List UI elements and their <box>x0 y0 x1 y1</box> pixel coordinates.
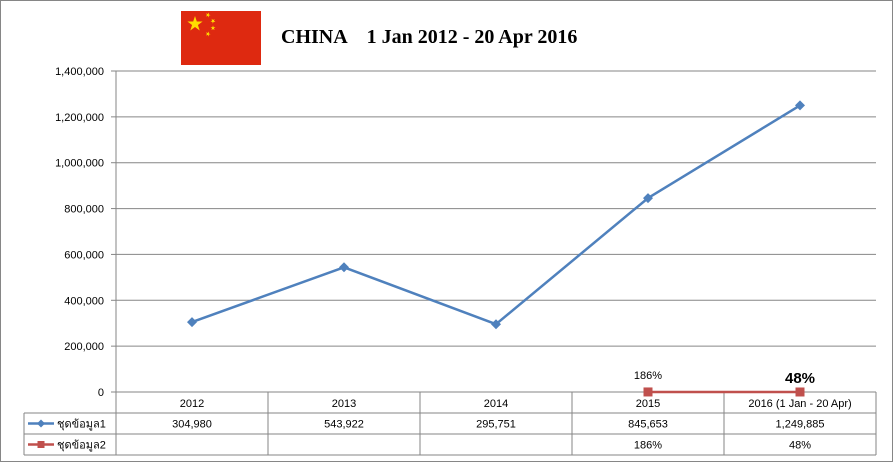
x-tick-label: 2015 <box>636 398 660 410</box>
series-1-point <box>339 262 349 273</box>
x-tick-label: 2013 <box>332 398 356 410</box>
table-cell: 1,249,885 <box>776 419 825 431</box>
table-cell: 543,922 <box>324 419 364 431</box>
y-tick-label: 1,000,000 <box>55 158 104 170</box>
series-1-point <box>187 317 197 328</box>
table-cell: 304,980 <box>172 419 212 431</box>
table-cell: 295,751 <box>476 419 516 431</box>
y-tick-label: 0 <box>98 387 104 399</box>
legend-key-marker <box>37 419 45 428</box>
flag-small-star <box>210 18 216 24</box>
series-2-point <box>643 387 653 397</box>
flag-large-star <box>187 16 203 31</box>
series-1-line <box>191 104 801 326</box>
legend-key-marker <box>37 441 45 448</box>
series-1-point <box>643 193 653 204</box>
table-cell: 186% <box>634 440 662 452</box>
chart-title: CHINA 1 Jan 2012 - 20 Apr 2016 <box>281 26 577 48</box>
flag-small-star <box>205 12 211 18</box>
series-1-point <box>795 100 805 111</box>
series-1-point <box>491 319 501 330</box>
x-tick-label: 2012 <box>180 398 204 410</box>
data-label: 48% <box>785 370 815 387</box>
x-tick-label: 2014 <box>484 398 508 410</box>
y-tick-label: 600,000 <box>64 249 104 261</box>
y-tick-label: 400,000 <box>64 295 104 307</box>
china-flag-icon <box>181 11 261 65</box>
y-tick-label: 200,000 <box>64 341 104 353</box>
legend-entry: ชุดข้อมูล1 <box>57 419 106 431</box>
y-tick-label: 800,000 <box>64 204 104 216</box>
flag-field <box>181 11 261 65</box>
table-cell: 845,653 <box>628 419 668 431</box>
legend-entry: ชุดข้อมูล2 <box>57 440 106 452</box>
series-2-point <box>795 387 805 397</box>
flag-small-star <box>210 25 216 31</box>
table-cell: 48% <box>789 440 811 452</box>
y-tick-label: 1,200,000 <box>55 112 104 124</box>
flag-small-star <box>205 31 211 37</box>
y-tick-label: 1,400,000 <box>55 66 104 78</box>
data-label: 186% <box>634 370 662 382</box>
x-tick-label: 2016 (1 Jan - 20 Apr) <box>748 398 851 410</box>
